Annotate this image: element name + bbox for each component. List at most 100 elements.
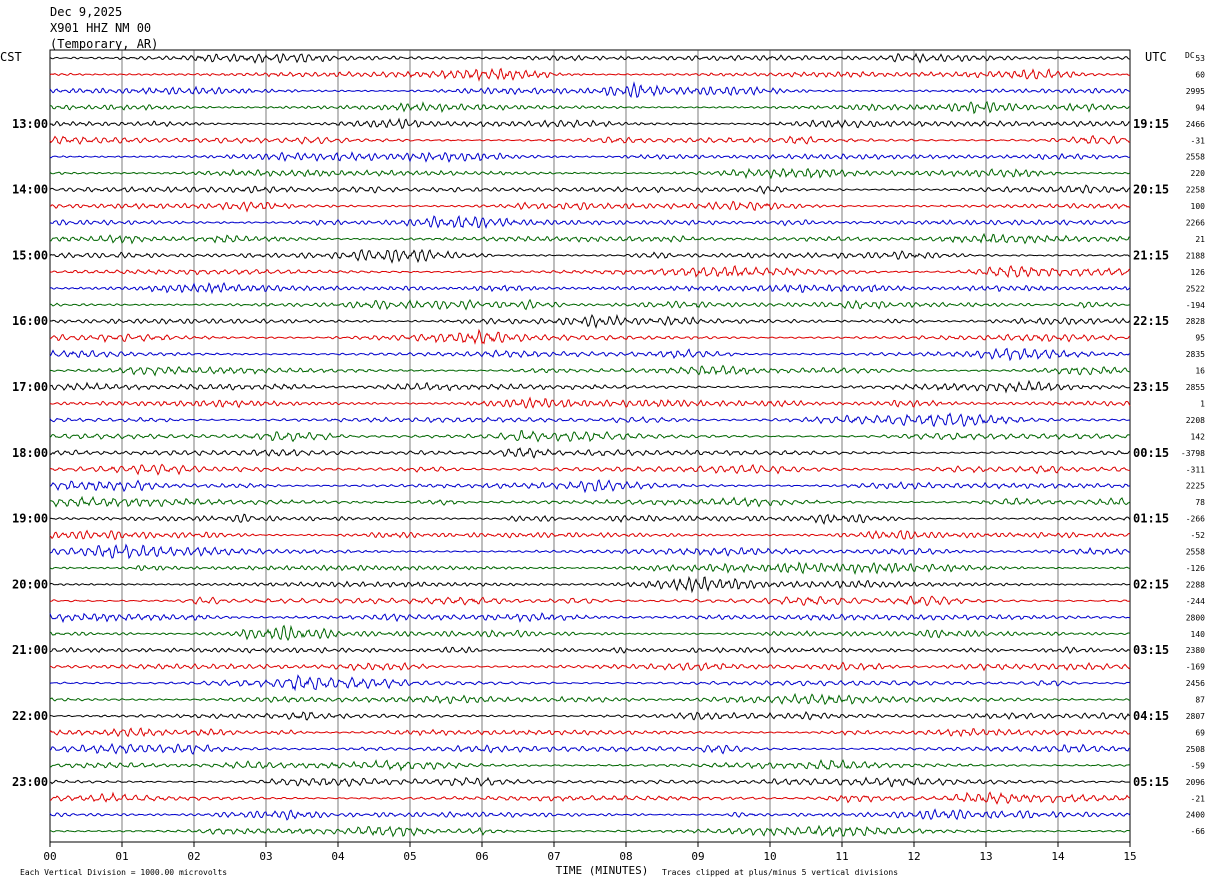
seismic-trace xyxy=(49,727,1131,738)
seismic-trace xyxy=(49,479,1131,494)
dc-offset-value: 142 xyxy=(1191,432,1206,441)
x-tick-label: 13 xyxy=(979,850,992,863)
right-hour-label: 01:15 xyxy=(1133,512,1169,526)
dc-offset-value: 60 xyxy=(1195,70,1205,79)
x-tick-label: 07 xyxy=(547,850,560,863)
dc-offset-value: 2828 xyxy=(1186,317,1205,326)
dc-offset-value: -244 xyxy=(1186,597,1205,606)
seismic-trace xyxy=(49,184,1131,195)
dc-offset-value: 2208 xyxy=(1186,416,1205,425)
seismic-trace xyxy=(49,543,1130,560)
dc-offset-value: -311 xyxy=(1186,465,1205,474)
left-hour-label: 23:00 xyxy=(12,775,48,789)
seismic-trace xyxy=(49,282,1131,295)
dc-offset-value: 126 xyxy=(1191,268,1206,277)
seismic-trace xyxy=(49,463,1131,476)
seismic-trace xyxy=(49,100,1131,115)
seismic-trace xyxy=(49,167,1131,180)
seismic-trace xyxy=(49,248,1131,264)
dc-offset-value: 2456 xyxy=(1186,679,1205,688)
dc-offset-value: -59 xyxy=(1191,761,1206,770)
seismic-trace xyxy=(49,661,1131,672)
dc-offset-value: 21 xyxy=(1195,235,1205,244)
dc-offset-value: 2558 xyxy=(1186,548,1205,557)
dc-offset-value: 94 xyxy=(1195,103,1205,112)
right-hour-label: 05:15 xyxy=(1133,775,1169,789)
left-hour-label: 21:00 xyxy=(12,643,48,657)
seismic-trace xyxy=(49,824,1131,838)
dc-offset-value: -266 xyxy=(1186,515,1205,524)
x-tick-label: 03 xyxy=(259,850,272,863)
seismic-trace xyxy=(49,151,1131,163)
right-hour-label: 20:15 xyxy=(1133,183,1169,197)
seismic-trace xyxy=(49,692,1131,706)
left-hour-label: 20:00 xyxy=(12,577,48,591)
right-hour-label: 21:15 xyxy=(1133,248,1169,262)
left-hour-label: 17:00 xyxy=(12,380,48,394)
seismic-trace xyxy=(49,612,1131,624)
dc-offset-value: 2225 xyxy=(1186,482,1205,491)
x-tick-label: 04 xyxy=(331,850,345,863)
seismic-trace xyxy=(49,200,1131,213)
left-hour-label: 19:00 xyxy=(12,512,48,526)
seismic-trace xyxy=(49,265,1131,279)
plot-frame xyxy=(49,49,1131,843)
x-axis-title: TIME (MINUTES) xyxy=(556,864,649,877)
x-tick-label: 09 xyxy=(691,850,704,863)
seismic-trace xyxy=(49,776,1131,788)
dc-offset-value: 2380 xyxy=(1186,646,1205,655)
plot-date: Dec 9,2025 xyxy=(50,5,123,19)
x-tick-label: 14 xyxy=(1051,850,1065,863)
seismic-trace xyxy=(49,646,1131,655)
seismic-trace xyxy=(49,328,1131,345)
dc-offset-value: 2466 xyxy=(1186,120,1205,129)
dc-offset-value: 2508 xyxy=(1186,745,1205,754)
dc-offset-value: 53 xyxy=(1195,54,1205,63)
dc-offset-value: 2995 xyxy=(1186,87,1205,96)
left-hour-label: 16:00 xyxy=(12,314,48,328)
dc-offset-value: -194 xyxy=(1186,301,1205,310)
left-hour-label: 15:00 xyxy=(12,248,48,262)
seismic-trace xyxy=(49,67,1131,82)
x-tick-label: 02 xyxy=(187,850,200,863)
dc-offset-value: 2558 xyxy=(1186,153,1205,162)
x-tick-label: 08 xyxy=(619,850,632,863)
dc-offset-value: -21 xyxy=(1191,794,1206,803)
vertical-division-note: Each Vertical Division = 1000.00 microvo… xyxy=(20,868,227,877)
left-timezone-label: CST xyxy=(0,50,22,64)
seismic-trace xyxy=(49,396,1131,409)
x-tick-label: 15 xyxy=(1123,850,1136,863)
seismic-trace xyxy=(49,134,1131,145)
dc-offset-value: 78 xyxy=(1195,498,1205,507)
left-hour-label: 13:00 xyxy=(12,117,48,131)
seismic-trace xyxy=(49,575,1131,594)
dc-offset-value: 16 xyxy=(1195,367,1205,376)
network-name: (Temporary, AR) xyxy=(50,37,159,51)
dc-offset-value: 2807 xyxy=(1186,712,1205,721)
seismic-trace xyxy=(49,214,1131,229)
dc-offset-value: 1 xyxy=(1200,399,1205,408)
seismic-trace xyxy=(49,379,1131,394)
x-tick-label: 05 xyxy=(403,850,416,863)
seismic-trace xyxy=(49,412,1131,428)
x-tick-label: 10 xyxy=(763,850,776,863)
seismic-trace xyxy=(49,513,1131,525)
right-hour-label: 19:15 xyxy=(1133,117,1169,131)
seismic-trace xyxy=(49,808,1131,821)
seismic-trace xyxy=(49,347,1131,362)
dc-offset-value: 87 xyxy=(1195,696,1205,705)
seismic-trace xyxy=(49,117,1131,130)
seismic-trace xyxy=(49,742,1131,755)
dc-offset-value: 69 xyxy=(1195,728,1205,737)
seismic-trace xyxy=(49,495,1131,508)
seismic-trace xyxy=(49,710,1131,721)
seismic-trace xyxy=(50,298,1131,311)
dc-offset-value: 2096 xyxy=(1186,778,1205,787)
seismic-trace xyxy=(49,624,1131,642)
seismic-trace xyxy=(49,81,1131,98)
seismic-trace xyxy=(49,52,1131,64)
x-tick-label: 06 xyxy=(475,850,488,863)
clipping-note: Traces clipped at plus/minus 5 vertical … xyxy=(662,868,898,877)
seismic-trace xyxy=(49,313,1131,329)
